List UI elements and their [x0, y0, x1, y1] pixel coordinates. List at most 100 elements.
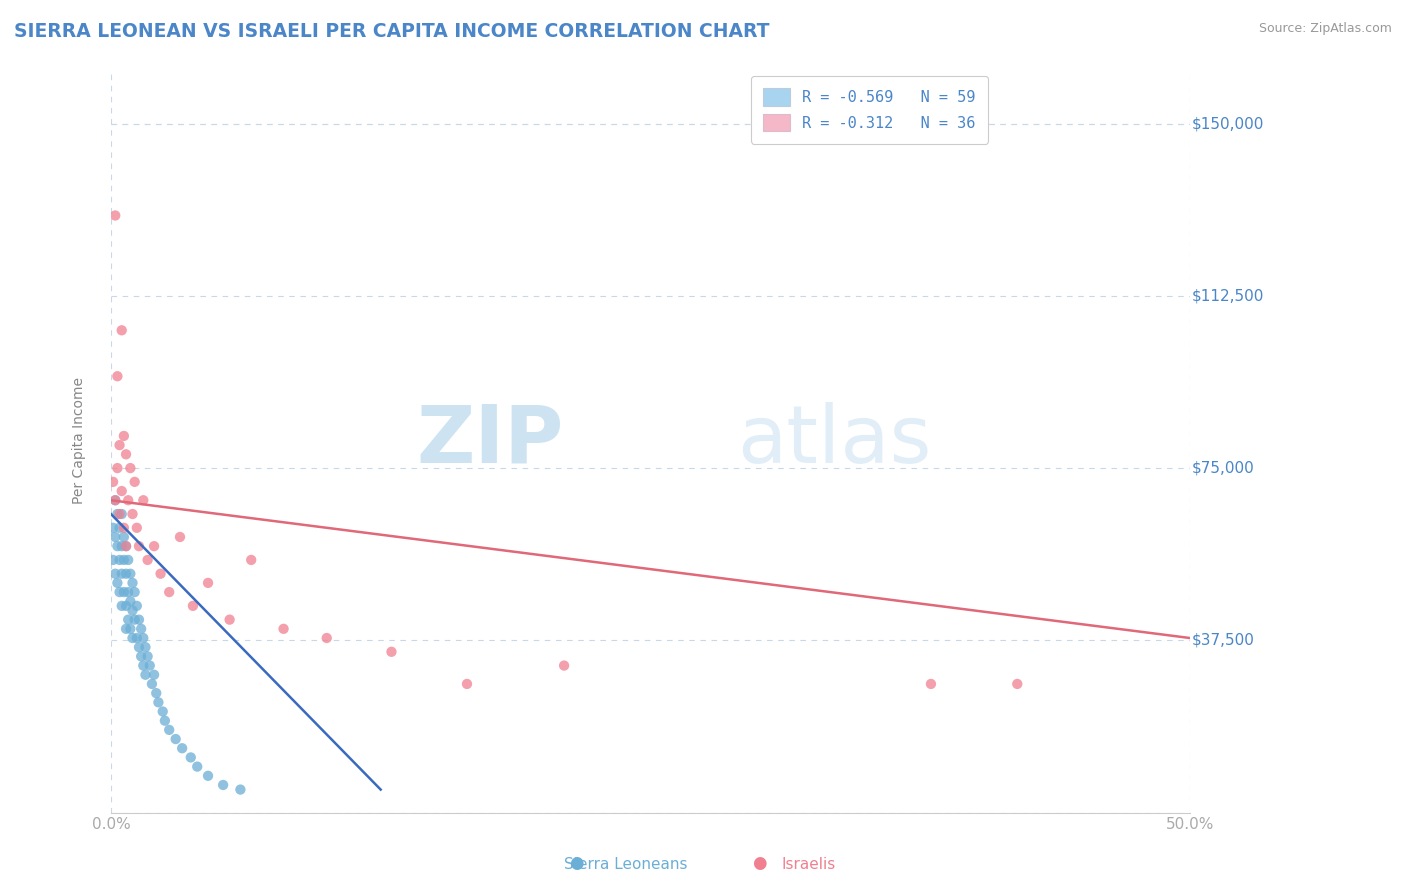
Point — [107, 539, 129, 553]
Point — [143, 667, 166, 681]
Text: Israelis: Israelis — [782, 857, 835, 872]
Point — [120, 622, 142, 636]
Point — [104, 530, 127, 544]
Point — [380, 645, 402, 659]
Point — [108, 585, 131, 599]
Point — [186, 759, 208, 773]
Point — [115, 539, 138, 553]
Point — [104, 493, 127, 508]
Text: SIERRA LEONEAN VS ISRAELI PER CAPITA INCOME CORRELATION CHART: SIERRA LEONEAN VS ISRAELI PER CAPITA INC… — [14, 22, 769, 41]
Legend: R = -0.569   N = 59, R = -0.312   N = 36: R = -0.569 N = 59, R = -0.312 N = 36 — [751, 76, 988, 144]
Point — [117, 613, 139, 627]
Point — [143, 539, 166, 553]
Point — [120, 594, 142, 608]
Point — [117, 553, 139, 567]
Point — [101, 521, 124, 535]
Point — [107, 507, 129, 521]
Point — [108, 553, 131, 567]
Point — [181, 599, 204, 613]
Point — [172, 741, 194, 756]
Point — [115, 539, 138, 553]
Point — [273, 622, 295, 636]
Point — [132, 658, 155, 673]
Point — [157, 585, 180, 599]
Point — [212, 778, 235, 792]
Point — [229, 782, 252, 797]
Point — [149, 566, 172, 581]
Point — [121, 575, 143, 590]
Text: ZIP: ZIP — [416, 401, 564, 480]
Point — [125, 599, 148, 613]
Point — [134, 640, 156, 655]
Point — [120, 461, 142, 475]
Point — [112, 521, 135, 535]
Point — [111, 599, 134, 613]
Point — [108, 507, 131, 521]
Point — [152, 705, 174, 719]
Point — [157, 723, 180, 737]
Point — [141, 677, 163, 691]
Point — [124, 475, 146, 489]
Point — [153, 714, 176, 728]
Text: ●: ● — [752, 855, 766, 872]
Point — [120, 566, 142, 581]
Point — [111, 507, 134, 521]
Point — [456, 677, 478, 691]
Text: Sierra Leoneans: Sierra Leoneans — [564, 857, 688, 872]
Point — [112, 530, 135, 544]
Point — [124, 585, 146, 599]
Point — [128, 539, 150, 553]
Point — [111, 484, 134, 499]
Point — [108, 438, 131, 452]
Point — [125, 521, 148, 535]
Point — [112, 553, 135, 567]
Point — [129, 622, 152, 636]
Point — [218, 613, 240, 627]
Point — [136, 553, 159, 567]
Point — [124, 613, 146, 627]
Point — [115, 566, 138, 581]
Point — [108, 521, 131, 535]
Point — [139, 658, 162, 673]
Point — [125, 631, 148, 645]
Text: $112,500: $112,500 — [1192, 288, 1264, 303]
Point — [180, 750, 202, 764]
Point — [117, 585, 139, 599]
Point — [104, 493, 127, 508]
Point — [129, 649, 152, 664]
Point — [1007, 677, 1029, 691]
Point — [128, 640, 150, 655]
Point — [112, 429, 135, 443]
Text: Source: ZipAtlas.com: Source: ZipAtlas.com — [1258, 22, 1392, 36]
Point — [115, 622, 138, 636]
Point — [136, 649, 159, 664]
Point — [121, 631, 143, 645]
Point — [197, 769, 219, 783]
Text: $37,500: $37,500 — [1192, 632, 1256, 648]
Point — [169, 530, 191, 544]
Point — [121, 603, 143, 617]
Point — [115, 447, 138, 461]
Point — [197, 575, 219, 590]
Point — [111, 539, 134, 553]
Point — [315, 631, 337, 645]
Point — [128, 613, 150, 627]
Point — [104, 566, 127, 581]
Point — [132, 631, 155, 645]
Point — [553, 658, 575, 673]
Point — [107, 461, 129, 475]
Text: Per Capita Income: Per Capita Income — [72, 377, 86, 504]
Point — [145, 686, 167, 700]
Point — [117, 493, 139, 508]
Point — [111, 323, 134, 337]
Text: ●: ● — [569, 855, 583, 872]
Point — [104, 209, 127, 223]
Point — [101, 553, 124, 567]
Point — [107, 575, 129, 590]
Point — [107, 369, 129, 384]
Point — [115, 599, 138, 613]
Text: $150,000: $150,000 — [1192, 116, 1264, 131]
Point — [111, 566, 134, 581]
Point — [920, 677, 942, 691]
Point — [101, 475, 124, 489]
